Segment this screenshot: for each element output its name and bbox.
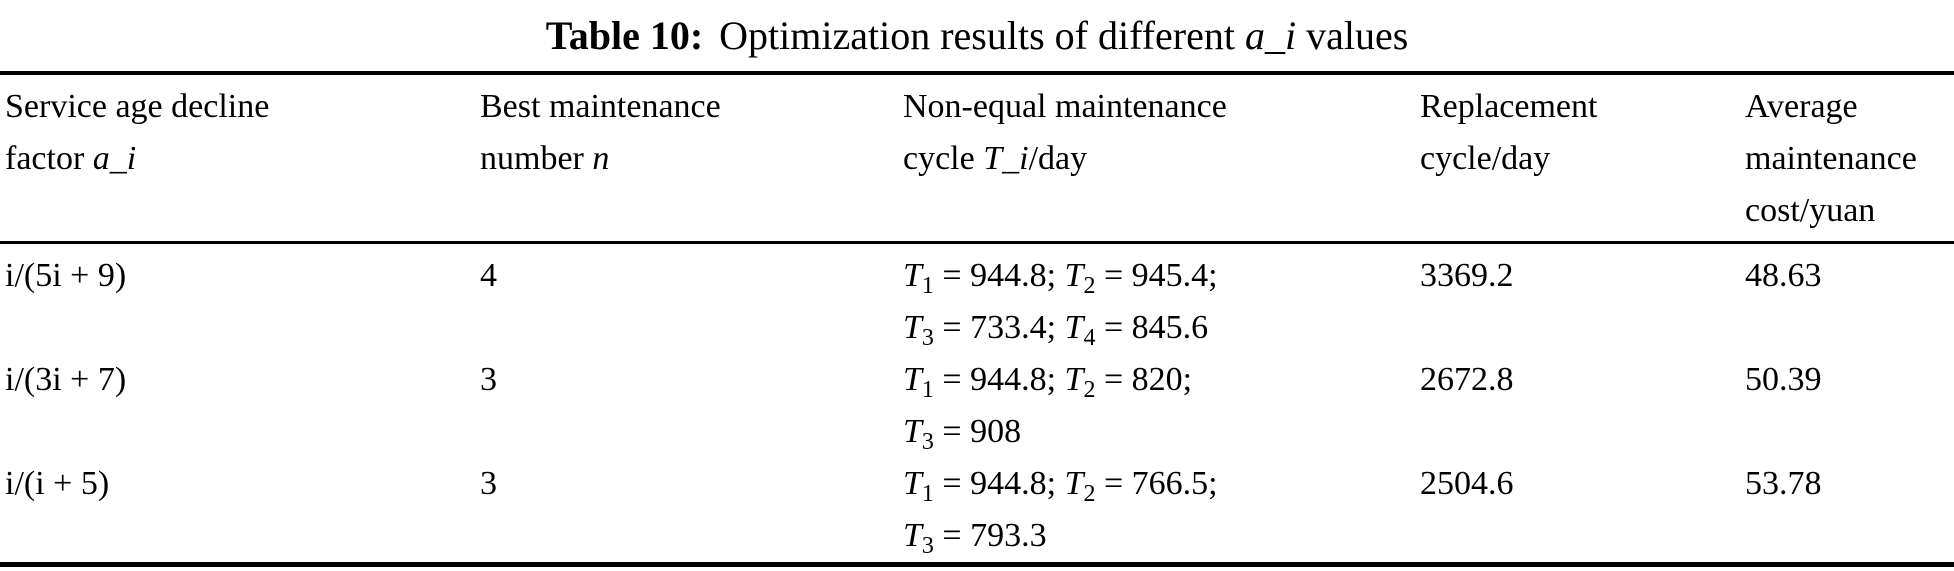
caption-label: Table 10:: [545, 13, 704, 58]
cell-cycle: T1 = 944.8; T2 = 945.4; T3 = 733.4; T4 = …: [903, 257, 1218, 351]
cell-cost: 50.39: [1745, 361, 1822, 398]
column-header-factor: Service age decline factor a_i: [5, 88, 270, 177]
table-row: i/(5i + 9) 4 T1 = 944.8; T2 = 945.4; T3 =…: [0, 250, 1954, 354]
table-bottom-rule: [0, 562, 1954, 567]
column-header-replacement: Replacement cycle/day: [1420, 88, 1598, 177]
cell-replacement: 2672.8: [1420, 361, 1514, 398]
cell-factor: i/(i + 5): [5, 465, 110, 502]
cell-number: 3: [480, 361, 497, 398]
table-caption: Table 10: Optimization results of differe…: [0, 0, 1954, 71]
cell-replacement: 2504.6: [1420, 465, 1514, 502]
cell-cycle: T1 = 944.8; T2 = 820; T3 = 908: [903, 361, 1193, 455]
cell-number: 3: [480, 465, 497, 502]
cell-factor: i/(5i + 9): [5, 257, 127, 294]
table-header-row: Service age decline factor a_i Best maint…: [0, 75, 1954, 241]
column-header-cycle: Non-equal maintenance cycle T_i/day: [903, 88, 1227, 177]
cell-replacement: 3369.2: [1420, 257, 1514, 294]
table-header-rule: [0, 241, 1954, 244]
column-header-number: Best maintenance number n: [480, 88, 721, 177]
table-row: i/(i + 5) 3 T1 = 944.8; T2 = 766.5; T3 = …: [0, 458, 1954, 562]
cell-number: 4: [480, 257, 497, 294]
cell-cost: 53.78: [1745, 465, 1822, 502]
cell-factor: i/(3i + 7): [5, 361, 127, 398]
column-header-cost: Average maintenance cost/yuan: [1745, 88, 1917, 229]
table-row: i/(3i + 7) 3 T1 = 944.8; T2 = 820; T3 = 9…: [0, 354, 1954, 458]
table-body: i/(5i + 9) 4 T1 = 944.8; T2 = 945.4; T3 =…: [0, 244, 1954, 562]
cell-cost: 48.63: [1745, 257, 1822, 294]
table-top-rule: [0, 71, 1954, 75]
caption-text: Optimization results of different a_i va…: [719, 13, 1409, 58]
cell-cycle: T1 = 944.8; T2 = 766.5; T3 = 793.3: [903, 465, 1218, 559]
